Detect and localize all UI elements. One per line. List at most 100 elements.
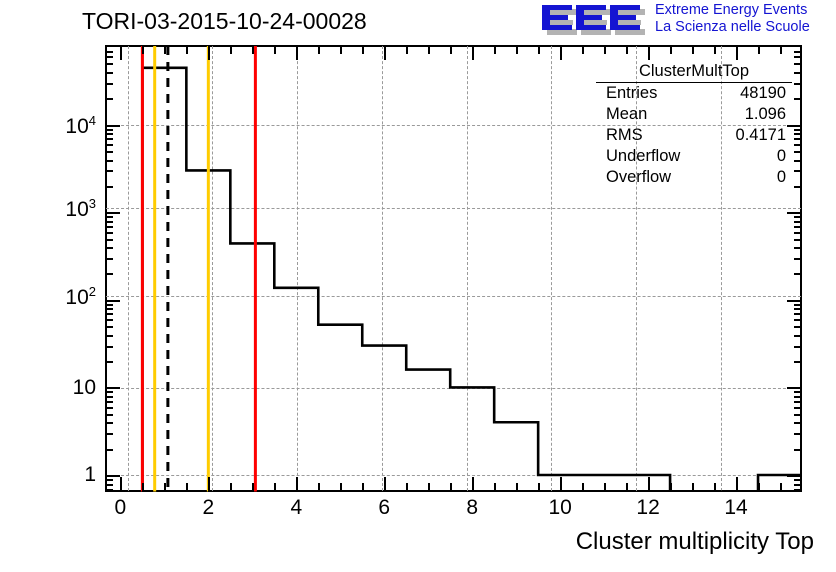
y-tick: [105, 170, 113, 173]
y-tick-right: [794, 488, 802, 491]
stats-row-key: Mean: [606, 105, 648, 123]
y-tick-right: [794, 56, 802, 59]
stats-row-key: Entries: [606, 84, 658, 102]
x-tick-label: 10: [548, 496, 572, 519]
y-tick-right: [794, 159, 802, 162]
x-tick-top: [692, 45, 695, 54]
y-tick: [105, 395, 113, 398]
y-tick-right: [794, 170, 802, 173]
x-tick: [362, 483, 365, 492]
stats-row-value: 48190: [740, 84, 786, 102]
y-tick: [105, 334, 113, 337]
x-tick: [230, 483, 233, 492]
x-tick-top: [384, 45, 387, 60]
y-tick-right: [794, 413, 802, 416]
y-tick-right: [794, 319, 802, 322]
y-tick: [105, 212, 120, 215]
y-tick-right: [787, 124, 802, 127]
x-tick-top: [604, 45, 607, 54]
y-tick-right: [794, 151, 802, 153]
stats-row-value: 1.096: [744, 105, 786, 123]
x-tick-top: [670, 45, 673, 54]
y-tick-right: [794, 238, 802, 241]
x-tick: [494, 483, 497, 492]
y-tick-right: [794, 138, 802, 141]
x-tick: [120, 477, 123, 492]
x-tick-top: [362, 45, 365, 54]
y-tick: [105, 422, 113, 425]
x-tick-top: [472, 45, 475, 60]
y-tick: [105, 319, 113, 322]
y-tick-right: [794, 98, 802, 101]
x-tick-top: [340, 45, 343, 54]
y-tick: [105, 128, 113, 131]
x-tick: [516, 483, 519, 492]
x-tick: [758, 483, 760, 492]
y-tick: [105, 151, 113, 153]
x-tick: [472, 477, 475, 492]
y-tick: [105, 475, 120, 477]
y-tick-label-10: 10: [72, 376, 96, 399]
y-tick: [105, 138, 113, 141]
y-tick: [105, 483, 113, 486]
eee-logo-mark-icon: [537, 4, 645, 35]
y-tick-right: [794, 406, 802, 409]
x-tick: [692, 483, 695, 492]
y-tick-right: [794, 361, 802, 363]
y-tick-label-1000: 103: [65, 196, 96, 221]
y-tick-right: [794, 313, 802, 316]
x-tick: [318, 483, 321, 492]
x-tick: [648, 477, 651, 492]
x-tick-label: 8: [466, 496, 479, 519]
x-tick-top: [230, 45, 233, 54]
y-tick-right: [794, 308, 802, 311]
y-tick: [105, 144, 113, 146]
x-tick-label: 6: [378, 496, 391, 519]
x-tick-top: [450, 45, 453, 54]
y-tick: [105, 273, 113, 276]
plot-frame: [105, 45, 802, 492]
x-tick: [340, 483, 343, 492]
y-tick: [105, 63, 113, 66]
x-tick-top: [274, 45, 277, 54]
y-tick-right: [787, 212, 802, 215]
y-tick: [105, 216, 113, 219]
x-tick-top: [428, 45, 431, 54]
x-tick: [450, 483, 453, 492]
stats-row-value: 0: [776, 147, 786, 165]
y-tick: [105, 299, 120, 302]
x-tick: [670, 483, 673, 492]
y-tick-right: [794, 433, 802, 436]
x-tick-top: [758, 45, 760, 54]
y-tick: [105, 185, 113, 188]
x-tick-top: [560, 45, 563, 60]
x-tick-top: [516, 45, 519, 54]
y-tick: [105, 220, 113, 223]
y-tick: [105, 82, 113, 85]
x-tick-top: [186, 45, 189, 54]
x-tick-top: [296, 45, 299, 60]
stats-row: Entries 48190: [596, 83, 792, 104]
y-tick: [105, 326, 113, 329]
y-tick-label-10000: 104: [65, 113, 96, 138]
y-tick-right: [794, 225, 802, 228]
y-tick-right: [787, 475, 802, 477]
y-tick-right: [794, 63, 802, 66]
y-tick: [105, 238, 113, 241]
histogram-plot: [140, 46, 802, 492]
x-tick: [274, 483, 277, 492]
histogram-outline: [141, 66, 802, 492]
x-tick: [142, 483, 145, 492]
y-tick: [105, 401, 113, 403]
eee-logo-line2: La Scienza nelle Scuole: [655, 19, 810, 35]
x-tick-top: [494, 45, 497, 54]
stats-row-key: Underflow: [606, 147, 681, 165]
x-tick: [780, 483, 782, 492]
y-tick: [105, 488, 113, 491]
y-tick: [105, 448, 113, 451]
y-tick-right: [794, 220, 802, 223]
stats-row: Mean 1.096: [596, 104, 792, 125]
stats-row: Underflow 0: [596, 146, 792, 167]
stats-row-value: 0.4171: [735, 126, 786, 144]
x-tick: [626, 483, 629, 492]
